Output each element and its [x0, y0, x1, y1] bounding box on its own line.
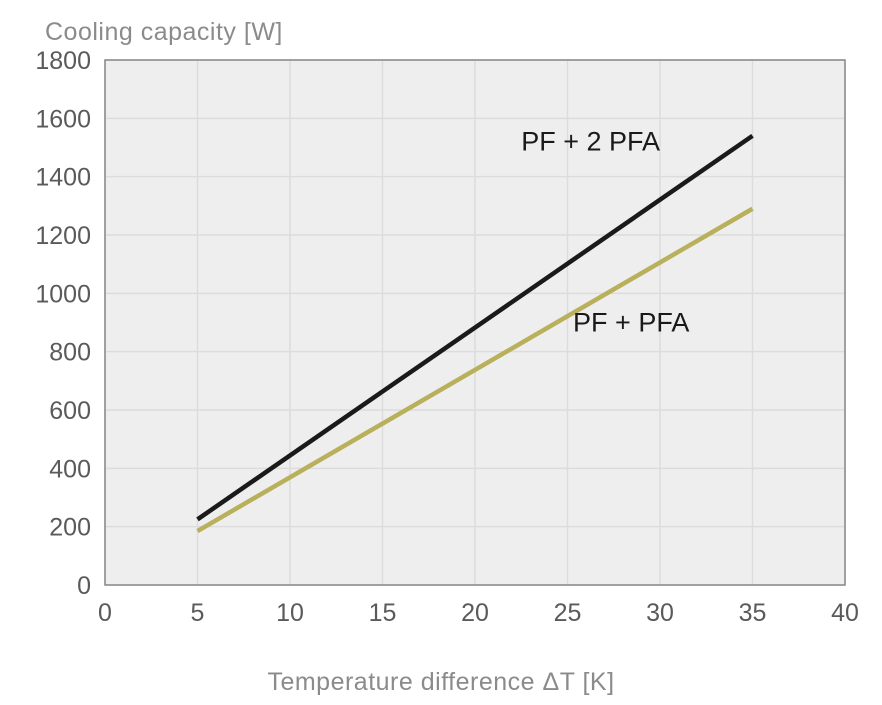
x-tick-label: 40: [831, 599, 859, 627]
y-tick-label: 0: [77, 572, 91, 600]
series-label-0: PF + 2 PFA: [521, 126, 660, 156]
y-tick-label: 1200: [35, 222, 91, 250]
y-tick-label: 1000: [35, 280, 91, 308]
cooling-capacity-chart: Cooling capacity [W] PF + 2 PFAPF + PFA0…: [0, 0, 882, 705]
y-tick-label: 800: [49, 339, 91, 367]
x-tick-label: 5: [191, 599, 205, 627]
y-tick-label: 1600: [35, 105, 91, 133]
x-tick-label: 15: [369, 599, 397, 627]
series-label-1: PF + PFA: [573, 307, 689, 337]
x-tick-label: 20: [461, 599, 489, 627]
y-tick-label: 1400: [35, 164, 91, 192]
x-tick-label: 25: [554, 599, 582, 627]
y-tick-label: 1800: [35, 47, 91, 75]
y-tick-label: 600: [49, 397, 91, 425]
x-tick-label: 0: [98, 599, 112, 627]
y-tick-label: 200: [49, 514, 91, 542]
x-tick-label: 10: [276, 599, 304, 627]
y-tick-label: 400: [49, 455, 91, 483]
x-axis-title: Temperature difference ΔT [K]: [0, 668, 882, 697]
x-tick-label: 35: [739, 599, 767, 627]
chart-svg: PF + 2 PFAPF + PFA0510152025303540020040…: [0, 0, 882, 705]
x-tick-label: 30: [646, 599, 674, 627]
